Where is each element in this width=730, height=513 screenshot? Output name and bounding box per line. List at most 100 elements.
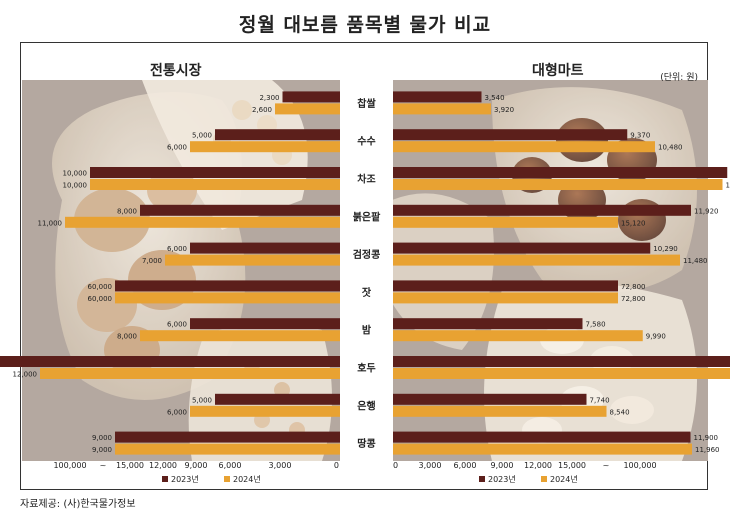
right-data-label: 3,540 xyxy=(485,94,505,102)
left-data-label: 60,000 xyxy=(88,283,113,291)
left-axis-tick-label: 0 xyxy=(334,461,339,470)
left-bar-2023 xyxy=(115,280,340,292)
left-bar-2024 xyxy=(115,443,340,455)
right-data-label: 9,990 xyxy=(646,333,666,341)
right-bar-2024 xyxy=(393,141,655,153)
category-label: 호두 xyxy=(357,362,375,375)
category-label: 찹쌀 xyxy=(357,97,376,110)
right-bar-2024 xyxy=(393,254,680,266)
category-label: 수수 xyxy=(357,136,375,148)
category-label: 땅콩 xyxy=(357,437,375,450)
right-data-label: 10,480 xyxy=(658,144,683,152)
left-data-label: 10,000 xyxy=(63,170,88,178)
left-bar-2024 xyxy=(90,179,340,190)
category-label: 검정콩 xyxy=(353,248,381,261)
left-bar-2023 xyxy=(215,129,340,141)
right-bar-2023 xyxy=(393,318,583,330)
left-data-label: 60,000 xyxy=(88,295,113,303)
left-chart-title: 전통시장 xyxy=(150,63,202,79)
right-bar-2024 xyxy=(393,179,723,190)
legend-label: 2023년 xyxy=(488,474,516,484)
left-data-label: 2,600 xyxy=(252,106,272,114)
right-data-label: 7,740 xyxy=(590,396,610,404)
left-axis-tick-label: 6,000 xyxy=(219,461,242,470)
left-bar-2024 xyxy=(40,368,340,379)
left-axis-tick-label: ~ xyxy=(100,461,107,470)
right-bar-2024 xyxy=(393,216,618,228)
right-bar-2023 xyxy=(393,280,618,292)
legend-label: 2023년 xyxy=(171,474,199,484)
left-bar-2024 xyxy=(190,405,340,417)
legend-label: 2024년 xyxy=(550,474,578,484)
right-data-label: 11,920 xyxy=(694,207,719,215)
category-band xyxy=(340,80,393,461)
left-data-label: 6,000 xyxy=(167,321,187,329)
right-axis-tick-label: 12,000 xyxy=(524,461,552,470)
right-bar-2024 xyxy=(393,330,643,342)
category-label: 차조 xyxy=(357,173,375,186)
left-axis-tick-label: 9,000 xyxy=(185,461,208,470)
right-bar-2024 xyxy=(393,103,491,115)
left-bar-2023 xyxy=(215,393,340,405)
page-title: 정월 대보름 품목별 물가 비교 xyxy=(238,14,492,36)
right-axis-tick-label: 100,000 xyxy=(623,461,656,470)
right-data-label: 11,900 xyxy=(694,434,719,442)
category-label: 잣 xyxy=(362,286,372,299)
right-data-label: 10,290 xyxy=(653,245,678,253)
left-bar-2023 xyxy=(282,91,340,103)
left-bar-2023 xyxy=(140,204,340,216)
right-axis-tick-label: 0 xyxy=(393,461,398,470)
right-bar-2023 xyxy=(393,91,482,103)
right-axis-tick-label: 3,000 xyxy=(419,461,442,470)
left-data-label: 5,000 xyxy=(192,132,212,140)
unit-label: (단위: 원) xyxy=(660,73,698,83)
left-bar-2023 xyxy=(0,356,340,367)
left-data-label: 9,000 xyxy=(92,434,112,442)
left-bar-2024 xyxy=(140,330,340,342)
left-data-label: 9,000 xyxy=(92,446,112,454)
right-bar-2023 xyxy=(393,431,691,443)
left-bar-2023 xyxy=(190,242,340,254)
right-data-label: 3,920 xyxy=(494,106,514,114)
right-axis-tick-label: 6,000 xyxy=(454,461,477,470)
left-bar-2023 xyxy=(115,431,340,443)
left-data-label: 12,000 xyxy=(13,371,38,379)
left-data-label: 5,000 xyxy=(192,396,212,404)
left-bar-2023 xyxy=(190,318,340,330)
right-bar-2024 xyxy=(393,405,607,417)
left-data-label: 8,000 xyxy=(117,207,137,215)
right-data-label: 13,180 xyxy=(726,182,730,190)
right-data-label: 11,960 xyxy=(695,446,720,454)
right-data-label: 7,580 xyxy=(586,321,606,329)
left-axis-tick-label: 3,000 xyxy=(269,461,292,470)
category-label: 은행 xyxy=(357,399,375,412)
right-data-label: 72,800 xyxy=(621,283,646,291)
left-data-label: 6,000 xyxy=(167,408,187,416)
right-bar-2024 xyxy=(393,368,730,379)
legend-swatch-2023 xyxy=(479,476,485,482)
right-bar-2024 xyxy=(393,443,692,455)
left-data-label: 11,000 xyxy=(38,219,63,227)
right-bar-2023 xyxy=(393,167,728,178)
right-bar-2023 xyxy=(393,129,628,141)
category-label: 밤 xyxy=(362,324,372,337)
legend-swatch-2024 xyxy=(541,476,547,482)
left-axis-tick-label: 15,000 xyxy=(116,461,144,470)
right-bar-2024 xyxy=(393,292,618,304)
left-axis-tick-label: 100,000 xyxy=(53,461,86,470)
right-bar-2023 xyxy=(393,356,730,367)
right-axis-tick-label: 15,000 xyxy=(558,461,586,470)
right-data-label: 72,800 xyxy=(621,295,646,303)
left-data-label: 6,000 xyxy=(167,144,187,152)
left-bar-2024 xyxy=(275,103,340,115)
left-bar-2024 xyxy=(190,141,340,153)
right-chart-title: 대형마트 xyxy=(532,63,584,79)
right-data-label: 15,120 xyxy=(621,219,646,227)
right-data-label: 8,540 xyxy=(610,408,630,416)
left-bar-2024 xyxy=(165,254,340,266)
left-bar-2024 xyxy=(65,216,340,228)
left-data-label: 7,000 xyxy=(142,257,162,265)
right-bar-2023 xyxy=(393,204,691,216)
left-data-label: 8,000 xyxy=(117,333,137,341)
